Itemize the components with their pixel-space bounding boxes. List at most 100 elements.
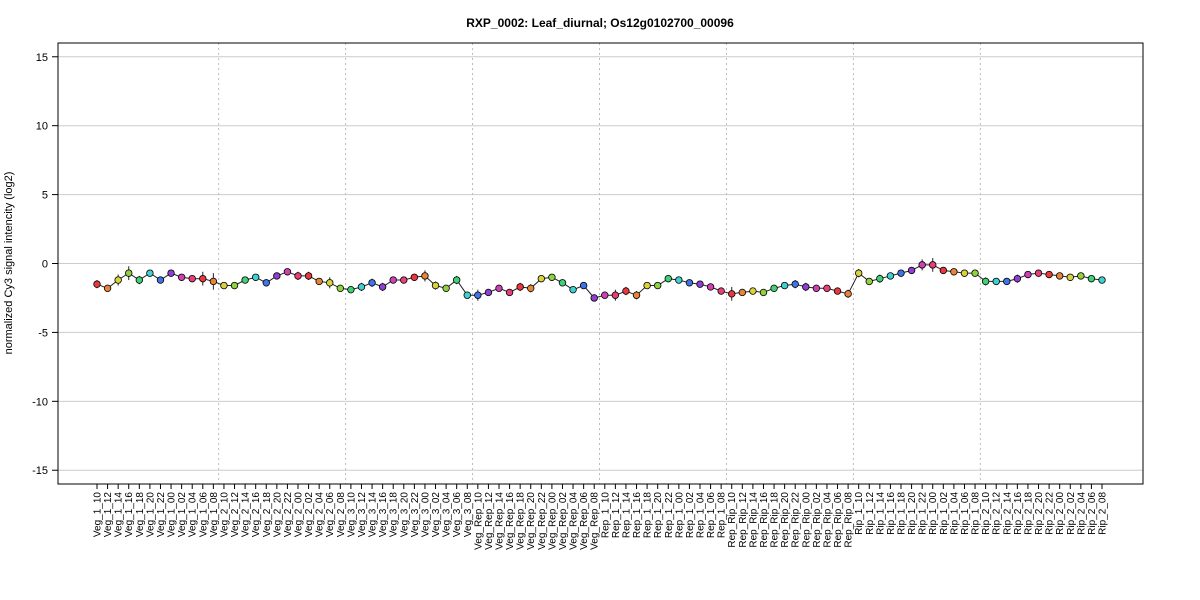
x-tick-label-84: Rip_2_10 [981, 492, 992, 535]
x-tick-label-76: Rip_1_18 [897, 492, 908, 535]
data-point-82 [960, 269, 969, 277]
x-tick-label-33: Veg_3_04 [442, 492, 453, 537]
x-tick-label-60: Rep_Rip_10 [727, 492, 738, 548]
x-tick-label-55: Rep_1_00 [674, 492, 685, 539]
x-tick-label-10: Veg_1_06 [198, 492, 209, 537]
data-point-13 [230, 281, 239, 290]
x-tick-label-26: Veg_3_14 [368, 492, 379, 537]
data-point-79 [929, 261, 937, 269]
data-point-24 [347, 285, 355, 294]
data-point-55 [675, 276, 683, 284]
x-tick-label-65: Rep_Rip_20 [780, 492, 791, 548]
x-tick-label-32: Veg_3_02 [431, 492, 442, 537]
x-tick-label-63: Rep_Rip_16 [759, 492, 770, 548]
data-point-60 [728, 290, 736, 298]
data-point-35 [463, 291, 471, 299]
x-tick-label-21: Veg_2_04 [315, 492, 326, 537]
data-point-11 [209, 277, 218, 286]
x-tick-label-20: Veg_2_02 [304, 492, 315, 537]
data-point-5 [146, 269, 154, 277]
data-point-39 [505, 288, 514, 297]
data-point-7 [167, 269, 175, 277]
data-point-54 [664, 274, 672, 283]
data-point-23 [336, 284, 345, 293]
x-tick-label-72: Rip_1_10 [854, 492, 865, 535]
x-tick-label-45: Veg_Rep_04 [569, 492, 580, 550]
x-tick-label-54: Rep_1_22 [664, 492, 675, 539]
data-point-25 [357, 283, 366, 291]
data-point-51 [632, 291, 641, 299]
data-point-15 [251, 273, 260, 281]
y-tick-label-2: -5 [38, 327, 48, 339]
data-point-61 [738, 288, 747, 297]
data-point-88 [1024, 270, 1032, 279]
data-point-12 [220, 281, 228, 290]
data-point-26 [368, 279, 376, 287]
plot-frame [57, 42, 1144, 485]
data-point-58 [706, 283, 715, 291]
x-tick-label-12: Veg_2_10 [219, 492, 230, 537]
data-point-8 [177, 273, 186, 281]
y-tick-label-1: -10 [32, 396, 48, 408]
data-point-68 [812, 284, 821, 293]
y-tick-label-4: 5 [42, 190, 48, 202]
data-point-37 [484, 288, 493, 297]
data-point-72 [854, 269, 863, 277]
series-layer [93, 257, 1106, 302]
data-point-10 [199, 274, 207, 283]
x-tick-label-42: Veg_Rep_22 [537, 492, 548, 550]
y-tick-label-5: 10 [36, 121, 48, 133]
data-point-31 [421, 272, 429, 280]
data-point-30 [410, 273, 419, 281]
y-axis-label: normalized Cy3 signal intencity (log2) [3, 172, 15, 355]
x-tick-label-71: Rep_Rip_08 [844, 492, 855, 548]
data-point-67 [802, 283, 810, 291]
data-point-89 [1034, 269, 1043, 277]
x-tick-label-51: Rep_1_16 [632, 492, 643, 539]
x-tick-label-35: Veg_3_08 [463, 492, 474, 537]
x-tick-label-14: Veg_2_14 [241, 492, 252, 537]
data-point-77 [907, 266, 916, 275]
x-tick-label-36: Veg_Rep_10 [473, 492, 484, 550]
data-point-59 [717, 287, 725, 295]
data-point-46 [579, 281, 588, 290]
x-tick-label-95: Rip_2_08 [1098, 492, 1109, 535]
data-point-0 [93, 280, 101, 288]
x-tick-label-50: Rep_1_14 [621, 492, 632, 539]
data-point-50 [622, 287, 630, 295]
data-point-44 [558, 279, 567, 287]
data-point-65 [780, 281, 789, 290]
x-tick-label-75: Rip_1_16 [886, 492, 897, 535]
data-point-92 [1066, 273, 1074, 281]
y-axis-ticks: -15 -10 -5 0 5 10 15 [32, 52, 58, 477]
data-point-1 [103, 284, 112, 293]
group-separators [218, 43, 981, 484]
x-tick-label-25: Veg_3_12 [357, 492, 368, 537]
data-point-29 [400, 276, 408, 284]
x-tick-label-87: Rip_2_16 [1013, 492, 1024, 535]
data-point-70 [833, 287, 842, 295]
data-point-27 [378, 283, 387, 291]
data-point-41 [527, 284, 535, 293]
data-point-62 [749, 287, 757, 295]
x-tick-label-88: Rip_2_18 [1023, 492, 1034, 535]
x-tick-label-93: Rip_2_04 [1076, 492, 1087, 535]
data-point-45 [569, 285, 577, 294]
x-tick-label-5: Veg_1_20 [145, 492, 156, 537]
y-tick-label-6: 15 [36, 52, 48, 64]
data-point-93 [1077, 272, 1085, 280]
x-tick-label-56: Rep_1_02 [685, 492, 696, 539]
y-tick-label-0: -15 [32, 465, 48, 477]
x-tick-label-91: Rip_2_00 [1055, 492, 1066, 535]
data-point-43 [548, 273, 556, 281]
x-tick-label-57: Rep_1_04 [696, 492, 707, 539]
data-point-87 [1013, 274, 1022, 283]
data-point-57 [696, 280, 704, 288]
x-tick-label-18: Veg_2_22 [283, 492, 294, 537]
data-point-73 [865, 277, 873, 286]
x-tick-label-43: Veg_Rep_00 [547, 492, 558, 550]
x-tick-label-7: Veg_1_00 [167, 492, 178, 537]
data-point-33 [442, 284, 450, 293]
data-point-16 [262, 279, 270, 287]
x-tick-label-69: Rep_Rip_04 [822, 492, 833, 548]
